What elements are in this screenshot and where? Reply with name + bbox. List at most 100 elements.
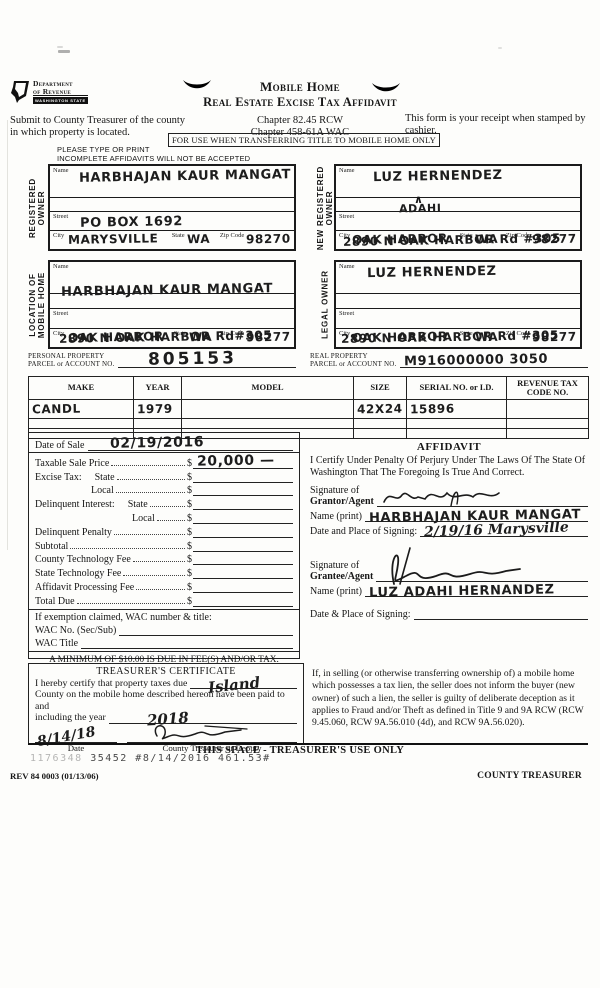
- taxable-sale-price-value: 20,000 —: [196, 452, 275, 470]
- personal-parcel: PERSONAL PROPERTY PARCEL or ACCOUNT NO. …: [28, 348, 296, 370]
- table-cell: [133, 418, 182, 429]
- table-cell: [353, 418, 407, 429]
- street-row: Street 2890 N OAK HARBOR Rd #305: [336, 211, 580, 249]
- table-cell: [506, 399, 589, 419]
- scan-smudge: [57, 46, 63, 48]
- table-row: [28, 428, 589, 439]
- treasurers-certificate-title: TREASURER'S CERTIFICATE: [96, 666, 236, 677]
- registered-owner-city: MARYSVILLE: [68, 231, 159, 247]
- location-state: WA: [188, 329, 212, 345]
- fee-row-delinquent-penalty: Delinquent Penalty $: [35, 524, 293, 538]
- logo-line2: of Revenue: [33, 87, 88, 96]
- scan-edge-artifact: [7, 120, 8, 550]
- registered-owner-street: PO BOX 1692: [80, 214, 184, 231]
- table-cell: [181, 418, 354, 429]
- city-row: City OAK HARBOR State WA Zip Code 98277: [336, 328, 580, 347]
- receipt-note: This form is your receipt when stamped b…: [405, 113, 586, 136]
- new-registered-owner-city: OAK HARBOR: [352, 231, 449, 247]
- blank-row: [50, 197, 294, 211]
- blank-row: [336, 293, 580, 308]
- city-row: City OAK HARBOR State WA Zip Code 98277: [336, 230, 580, 249]
- city-row: City OAK HARBOR State WA Zip Code 98277: [50, 328, 294, 347]
- chapter2: Chapter 458-61A WAC: [250, 126, 350, 138]
- table-cell: [353, 428, 407, 439]
- submit-note: Submit to County Treasurer of the county…: [10, 115, 185, 138]
- date-label: Date: [67, 742, 85, 753]
- name-row: Name HARBHAJAN KAUR MANGAT: [53, 263, 274, 300]
- new-registered-owner-state: WA: [474, 231, 498, 247]
- table-row: CANDL 1979 42X24 15896: [28, 399, 589, 419]
- cert-line1: I hereby certify that property taxes due…: [35, 673, 297, 696]
- table-header-row: MAKE YEAR MODEL SIZE SERIAL NO. or I.D. …: [28, 376, 589, 400]
- cert-line2: County on the mobile home described here…: [35, 689, 285, 712]
- real-parcel: REAL PROPERTY PARCEL or ACCOUNT NO. M916…: [310, 352, 588, 369]
- dept-of-revenue-logo: Department of Revenue WASHINGTON STATE: [10, 80, 88, 109]
- county-name-value: Island: [207, 672, 262, 697]
- table-header: YEAR: [133, 376, 182, 400]
- punch-hole-mark: [371, 81, 401, 100]
- minimum-fee-note: A MINIMUM OF $10.00 IS DUE IN FEE(S) AND…: [29, 650, 299, 668]
- fee-row-total-due: Total Due $: [35, 593, 293, 607]
- stamp-main-part: 35452 #8/14/2016 461.53#: [90, 753, 271, 764]
- legal-owner-city: OAK HARBOR: [352, 329, 449, 345]
- table-cell: 42X24: [353, 399, 407, 419]
- washington-state-icon: [10, 80, 30, 109]
- treasurer-signature-column: County Treasurer or Deputy: [127, 724, 297, 755]
- table-cell: [506, 418, 589, 429]
- exemption-section: If exemption claimed, WAC number & title…: [29, 608, 299, 650]
- grantee-signature-row: Signature of Grantee/Agent: [310, 547, 588, 585]
- parcel-section: PERSONAL PROPERTY PARCEL or ACCOUNT NO. …: [28, 348, 588, 370]
- blank-row: [50, 293, 294, 308]
- table-cell: 15896: [406, 399, 507, 419]
- stamp-faint-part: 1176348: [30, 753, 83, 764]
- exemption-line: If exemption claimed, WAC number & title…: [35, 611, 212, 623]
- grantor-signature-row: Signature of Grantor/Agent: [310, 485, 588, 507]
- table-cell: 1979: [133, 399, 182, 419]
- affidavit-section: AFFIDAVIT I Certify Under Penalty Of Per…: [310, 441, 588, 620]
- legal-owner-side-label: LEGAL OWNER: [320, 270, 330, 339]
- fee-row-excise-state: Excise Tax: State $: [35, 469, 293, 483]
- footer-rule: [28, 743, 588, 745]
- use-only-note: FOR USE WHEN TRANSFERRING TITLE TO MOBIL…: [168, 133, 440, 147]
- cashier-stamp: 1176348 35452 #8/14/2016 461.53#: [30, 753, 271, 764]
- cert-line3: including the year 2018: [35, 709, 297, 729]
- logo-line1: Department: [33, 79, 73, 88]
- fee-row-state-tech-fee: State Technology Fee $: [35, 565, 293, 580]
- vehicle-table: MAKE YEAR MODEL SIZE SERIAL NO. or I.D. …: [28, 376, 589, 439]
- deputy-label: County Treasurer or Deputy: [162, 742, 262, 753]
- form-title: Mobile Home Real Estate Excise Tax Affid…: [150, 79, 450, 110]
- name-row: Name LUZ HERNENDEZ: [339, 167, 503, 186]
- logo-line3: WASHINGTON STATE: [33, 97, 88, 104]
- fee-row-delinquent-interest-local: Local $: [35, 510, 293, 524]
- table-cell: CANDL: [28, 399, 134, 419]
- street-row: Street 2890 N OAK HARBOR Rd#305: [50, 308, 294, 346]
- title-line1: Mobile Home: [259, 79, 341, 94]
- punch-hole-mark: [182, 78, 212, 97]
- fee-row-delinquent-interest-state: Delinquent Interest: State $: [35, 496, 293, 511]
- registered-owner-box: Name HARBHAJAN KAUR MANGAT Street PO BOX…: [48, 164, 296, 251]
- fee-row-affidavit-processing-fee: Affidavit Processing Fee $: [35, 579, 293, 593]
- wac-title-row: WAC Title: [35, 636, 293, 649]
- personal-parcel-value: 805153: [148, 348, 238, 370]
- location-side-label: LOCATION OF MOBILE HOME: [28, 271, 46, 339]
- fee-row-county-tech-fee: County Technology Fee $: [35, 552, 293, 566]
- table-header: REVENUE TAX CODE NO.: [506, 376, 589, 400]
- fee-row-subtotal: Subtotal $: [35, 538, 293, 552]
- county-treasurer-label: COUNTY TREASURER: [477, 771, 582, 781]
- name-row: Name HARBHAJAN KAUR MANGAT: [53, 167, 291, 186]
- fee-row-taxable-sale-price: Taxable Sale Price $ 20,000 —: [35, 452, 293, 470]
- title-line2: Real Estate Excise Tax Affidavit: [203, 95, 397, 109]
- table-cell: [506, 428, 589, 439]
- legal-owner-name: LUZ HERNENDEZ: [366, 263, 497, 282]
- table-cell: [28, 418, 134, 429]
- grantor-signature: [383, 491, 500, 507]
- legal-owner-zip: 98277: [532, 329, 578, 345]
- table-row: [28, 418, 589, 429]
- new-registered-owner-side-label: NEW REGISTERED OWNER: [316, 165, 334, 251]
- grantee-name-row: Name (print) LUZ ADAHI HERNANDEZ: [310, 582, 588, 601]
- wac-no-row: WAC No. (Sec/Sub): [35, 623, 293, 636]
- name-row: Name LUZ HERNENDEZ: [339, 263, 497, 282]
- fees-box: Date of Sale 02/19/2016 Taxable Sale Pri…: [28, 432, 300, 665]
- grantor-name-row: Name (print) HARBHAJAN KAUR MANGAT: [310, 507, 588, 526]
